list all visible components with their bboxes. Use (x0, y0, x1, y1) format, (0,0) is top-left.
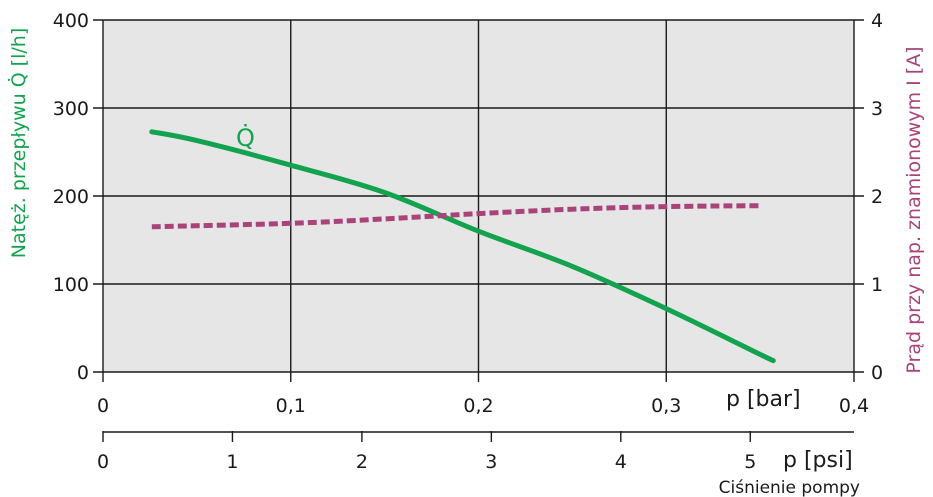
x-psi-tick-label: 3 (485, 451, 497, 473)
x-bar-tick-label: 0,4 (839, 395, 869, 417)
y-right-tick-label: 2 (871, 186, 883, 208)
current-series-line (151, 203, 761, 230)
y-left-tick-label: 300 (53, 98, 89, 120)
y-right-tick-label: 1 (871, 274, 883, 296)
flow-series-label: Q̇ (236, 124, 255, 152)
flow-series-line (149, 129, 776, 364)
right-y-axis: 0 1 2 3 4 (871, 10, 883, 384)
x-bar-tick-label: 0,1 (276, 395, 306, 417)
y-left-tick-label: 100 (53, 274, 89, 296)
y-right-tick-label: 4 (871, 10, 883, 32)
grid-lines (93, 19, 864, 382)
y-left-tick-label: 0 (77, 362, 89, 384)
x-psi-unit-label: p [psi] (783, 448, 853, 473)
x-bar-tick-label: 0 (97, 395, 109, 417)
y-right-tick-label: 0 (871, 362, 883, 384)
series-group (149, 129, 776, 364)
x-bar-tick-label: 0,3 (651, 395, 681, 417)
x-axis-caption: Ciśnienie pompy (719, 478, 860, 497)
pressure-bar-axis: 0 0,1 0,2 0,3 0,4 (97, 395, 869, 417)
x-psi-tick-label: 0 (97, 451, 109, 473)
left-y-axis-label: Natęż. przepływu Q̇ [l/h] (8, 28, 30, 258)
pressure-psi-axis: 0 1 2 3 4 5 (97, 431, 854, 473)
x-psi-tick-label: 4 (615, 451, 627, 473)
x-bar-unit-label: p [bar] (726, 387, 801, 412)
right-y-axis-label: Prąd przy nap. znamionowym I [A] (903, 46, 925, 373)
x-psi-tick-label: 2 (356, 451, 368, 473)
left-y-axis: 0 100 200 300 400 (53, 10, 89, 384)
y-left-tick-label: 200 (53, 186, 89, 208)
x-bar-tick-label: 0,2 (463, 395, 493, 417)
y-right-tick-label: 3 (871, 98, 883, 120)
x-psi-tick-label: 5 (744, 451, 756, 473)
x-psi-tick-label: 1 (226, 451, 238, 473)
y-left-tick-label: 400 (53, 10, 89, 32)
